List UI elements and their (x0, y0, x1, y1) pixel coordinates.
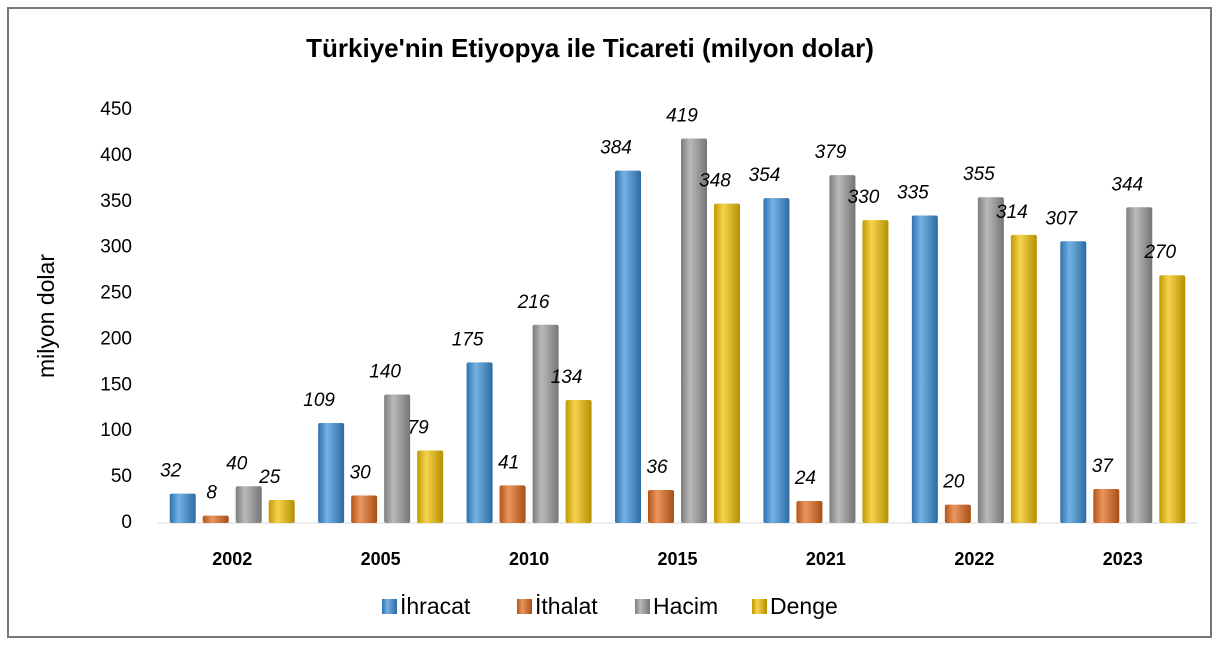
bar (384, 394, 411, 523)
bar (235, 486, 262, 523)
legend-swatch (382, 599, 397, 614)
bar (1159, 275, 1186, 523)
bar (681, 138, 707, 523)
value-label: 314 (996, 202, 1028, 223)
bar (615, 170, 641, 523)
x-tick-label: 2023 (1103, 549, 1143, 569)
x-tick-label: 2005 (361, 549, 401, 569)
value-label: 36 (646, 457, 668, 478)
value-label: 140 (369, 362, 401, 383)
x-tick-label: 2015 (657, 549, 697, 569)
value-label: 30 (350, 462, 372, 483)
x-tick-label: 2021 (806, 549, 846, 569)
value-label: 355 (963, 164, 995, 185)
bar (417, 450, 444, 523)
legend-label: İthalat (535, 593, 598, 619)
y-tick-label: 300 (100, 237, 132, 258)
value-label: 216 (517, 292, 550, 313)
bar (714, 203, 740, 523)
bar (977, 197, 1004, 523)
value-label: 20 (942, 472, 965, 493)
bar (532, 324, 559, 523)
value-label: 8 (206, 483, 217, 504)
value-label: 307 (1045, 208, 1078, 229)
bar (268, 500, 295, 523)
value-label: 348 (699, 171, 731, 192)
bar (318, 422, 345, 523)
chart-frame (7, 7, 1212, 638)
bar (565, 400, 592, 523)
legend-swatch (517, 599, 532, 614)
bar (648, 489, 674, 523)
value-label: 384 (600, 138, 632, 159)
value-label: 134 (551, 367, 583, 388)
bar (499, 485, 526, 523)
y-tick-label: 200 (100, 328, 132, 349)
value-label: 79 (408, 418, 430, 439)
bar (169, 493, 196, 523)
x-tick-label: 2022 (954, 549, 994, 569)
value-label: 419 (666, 105, 698, 126)
y-tick-label: 450 (100, 99, 132, 120)
value-label: 24 (794, 468, 816, 489)
value-label: 175 (452, 329, 484, 350)
bar (1060, 241, 1087, 523)
value-label: 41 (498, 452, 519, 473)
value-label: 330 (848, 187, 880, 208)
bar (862, 220, 889, 523)
legend-swatch (752, 599, 767, 614)
chart-title: Türkiye'nin Etiyopya ile Ticareti (milyo… (306, 33, 874, 63)
legend-swatch (635, 599, 650, 614)
y-tick-label: 150 (100, 374, 132, 395)
y-tick-label: 250 (100, 283, 132, 304)
value-label: 335 (897, 183, 929, 204)
y-tick-label: 50 (111, 466, 132, 487)
bar (1126, 207, 1153, 524)
bar (944, 504, 971, 523)
value-label: 25 (258, 467, 281, 488)
y-tick-label: 350 (100, 191, 132, 212)
y-tick-label: 0 (121, 512, 132, 533)
value-label: 354 (749, 165, 781, 186)
legend-label: Denge (770, 593, 838, 619)
value-label: 37 (1092, 456, 1115, 477)
bar (1010, 234, 1037, 523)
value-label: 32 (160, 461, 182, 482)
bar (466, 362, 493, 523)
value-label: 109 (303, 390, 335, 411)
bar (796, 500, 823, 523)
bar (351, 495, 378, 523)
value-label: 344 (1111, 174, 1143, 195)
y-tick-label: 100 (100, 420, 132, 441)
bar (1093, 489, 1120, 523)
bar (763, 198, 790, 523)
legend-label: Hacim (653, 593, 718, 619)
y-tick-label: 400 (100, 145, 132, 166)
bar (829, 175, 856, 523)
value-label: 379 (815, 142, 847, 163)
value-label: 270 (1143, 242, 1176, 263)
x-tick-label: 2010 (509, 549, 549, 569)
y-axis-label: milyon dolar (33, 254, 59, 378)
value-label: 40 (226, 453, 248, 474)
legend-label: İhracat (400, 593, 471, 619)
bar (911, 215, 938, 524)
bar (202, 515, 229, 523)
x-tick-label: 2002 (212, 549, 252, 569)
